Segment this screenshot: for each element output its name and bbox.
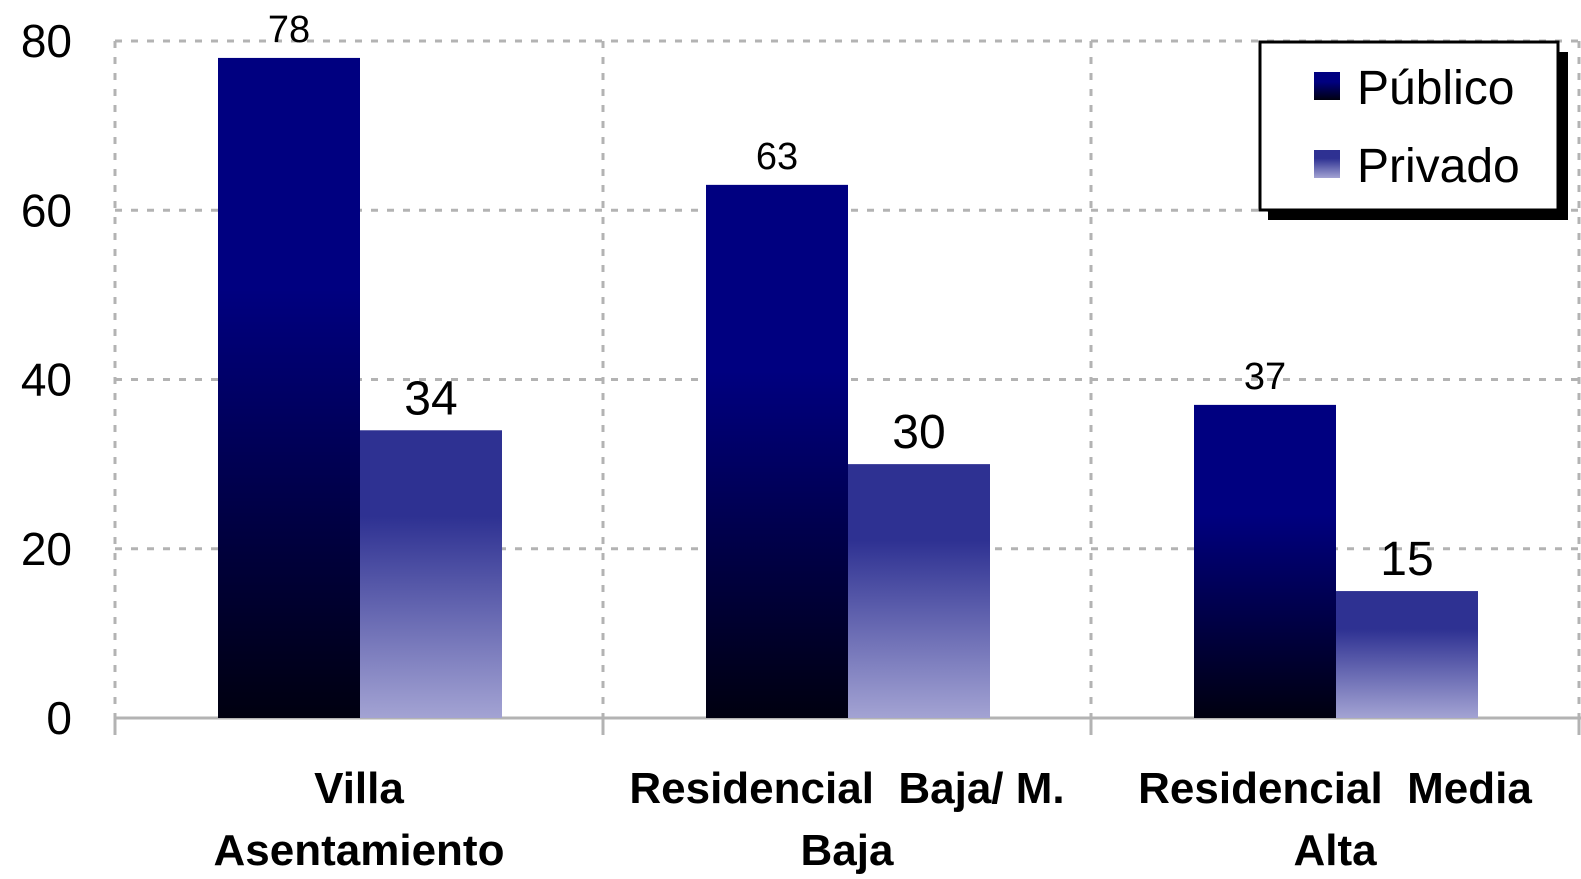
y-tick-label: 60 <box>21 184 72 236</box>
data-label: 15 <box>1380 533 1433 586</box>
data-label: 78 <box>268 9 310 51</box>
y-tick-label: 20 <box>21 523 72 575</box>
bars <box>218 57 1478 719</box>
category-label: Alta <box>1293 826 1377 875</box>
labels: 78 34 Villa Asentamiento 63 30 Residencial Baj… <box>214 9 1533 875</box>
legend-label: Privado <box>1357 140 1520 193</box>
bar-privado <box>1336 591 1478 718</box>
bar-publico <box>218 57 360 719</box>
category-label: Asentamiento <box>214 826 505 875</box>
y-tick-label: 80 <box>21 15 72 67</box>
bar-privado <box>360 430 502 718</box>
bar-publico <box>1194 404 1336 718</box>
legend-box <box>1258 40 1560 212</box>
category-label: Villa <box>314 764 404 813</box>
data-label: 37 <box>1244 356 1286 398</box>
y-tick-label: 40 <box>21 354 72 406</box>
bar-privado <box>848 464 990 718</box>
bar-publico <box>706 184 848 719</box>
category-label: Residencial Baja/ M. <box>629 764 1064 813</box>
y-tick-label: 0 <box>46 692 72 744</box>
data-label: 34 <box>404 372 457 425</box>
category-label: Residencial Media <box>1138 764 1532 813</box>
data-label: 30 <box>892 406 945 459</box>
legend-swatch <box>1314 72 1340 100</box>
legend: Público Privado <box>1258 40 1568 220</box>
legend-label: Público <box>1357 62 1514 115</box>
category-label: Baja <box>801 826 894 875</box>
data-label: 63 <box>756 136 798 178</box>
legend-swatch <box>1314 150 1340 178</box>
